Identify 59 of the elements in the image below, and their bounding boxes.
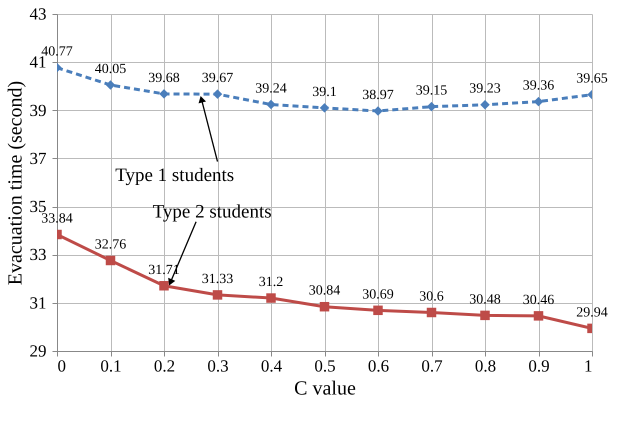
point	[373, 106, 383, 116]
x-tick-label: 0.6	[368, 356, 390, 376]
data-label: 39.24	[255, 82, 287, 97]
data-label: 39.23	[469, 82, 501, 97]
x-tick-label: 0.9	[528, 356, 550, 376]
data-label: 39.15	[416, 84, 448, 99]
data-label: 38.97	[362, 88, 394, 104]
point	[159, 89, 169, 99]
x-tick-label: 0.3	[207, 356, 229, 376]
data-label: 30.69	[362, 287, 394, 302]
data-label: 33.84	[41, 211, 73, 226]
y-tick-label: 39	[30, 100, 46, 120]
data-label: 30.48	[469, 292, 501, 308]
point	[266, 293, 276, 303]
x-tick-label: 0.1	[100, 356, 122, 376]
point	[426, 308, 436, 318]
x-tick-label: 0.2	[154, 356, 176, 376]
data-label: 39.36	[522, 78, 554, 94]
y-tick-label: 29	[30, 342, 46, 360]
y-tick-label: 37	[30, 148, 47, 168]
y-tick-label: 31	[30, 293, 46, 312]
point	[480, 100, 490, 110]
text: Type 2 students	[152, 202, 272, 223]
point	[480, 310, 490, 320]
x-axis-title: C value	[294, 378, 356, 400]
data-label: 32.76	[94, 237, 126, 252]
x-tick-label: 0.8	[474, 356, 496, 376]
point	[159, 281, 169, 291]
data-label: 30.46	[522, 292, 554, 308]
point	[212, 290, 222, 300]
y-tick-label: 33	[30, 245, 46, 264]
text: Type 1 students	[115, 165, 234, 186]
point	[266, 100, 276, 110]
point	[106, 256, 116, 266]
data-label: 31.2	[258, 275, 284, 290]
data-label: 39.65	[576, 72, 608, 87]
point	[320, 103, 330, 113]
data-label: 39.1	[312, 84, 337, 100]
x-tick-label: 0.7	[421, 356, 444, 376]
point	[373, 306, 383, 316]
x-tick-label: 1	[584, 356, 592, 376]
point	[320, 302, 330, 312]
point	[534, 311, 544, 321]
x-tick-label: 0.5	[314, 356, 336, 376]
data-label: 31.33	[202, 272, 234, 287]
data-label: 40.05	[94, 62, 126, 78]
y-axis-title: Evacuation time (second)	[4, 80, 26, 286]
point	[106, 80, 116, 90]
data-label: 39.67	[202, 71, 234, 86]
point	[534, 96, 544, 106]
data-label: 30.84	[308, 284, 340, 299]
x-tick-label: 0	[58, 356, 66, 376]
data-label: 30.6	[419, 289, 444, 304]
data-label: 39.68	[148, 70, 180, 86]
y-tick-label: 43	[30, 4, 46, 24]
point	[426, 102, 436, 112]
point	[212, 89, 222, 99]
x-tick-label: 0.4	[260, 356, 283, 376]
data-label: 29.94	[576, 305, 608, 320]
